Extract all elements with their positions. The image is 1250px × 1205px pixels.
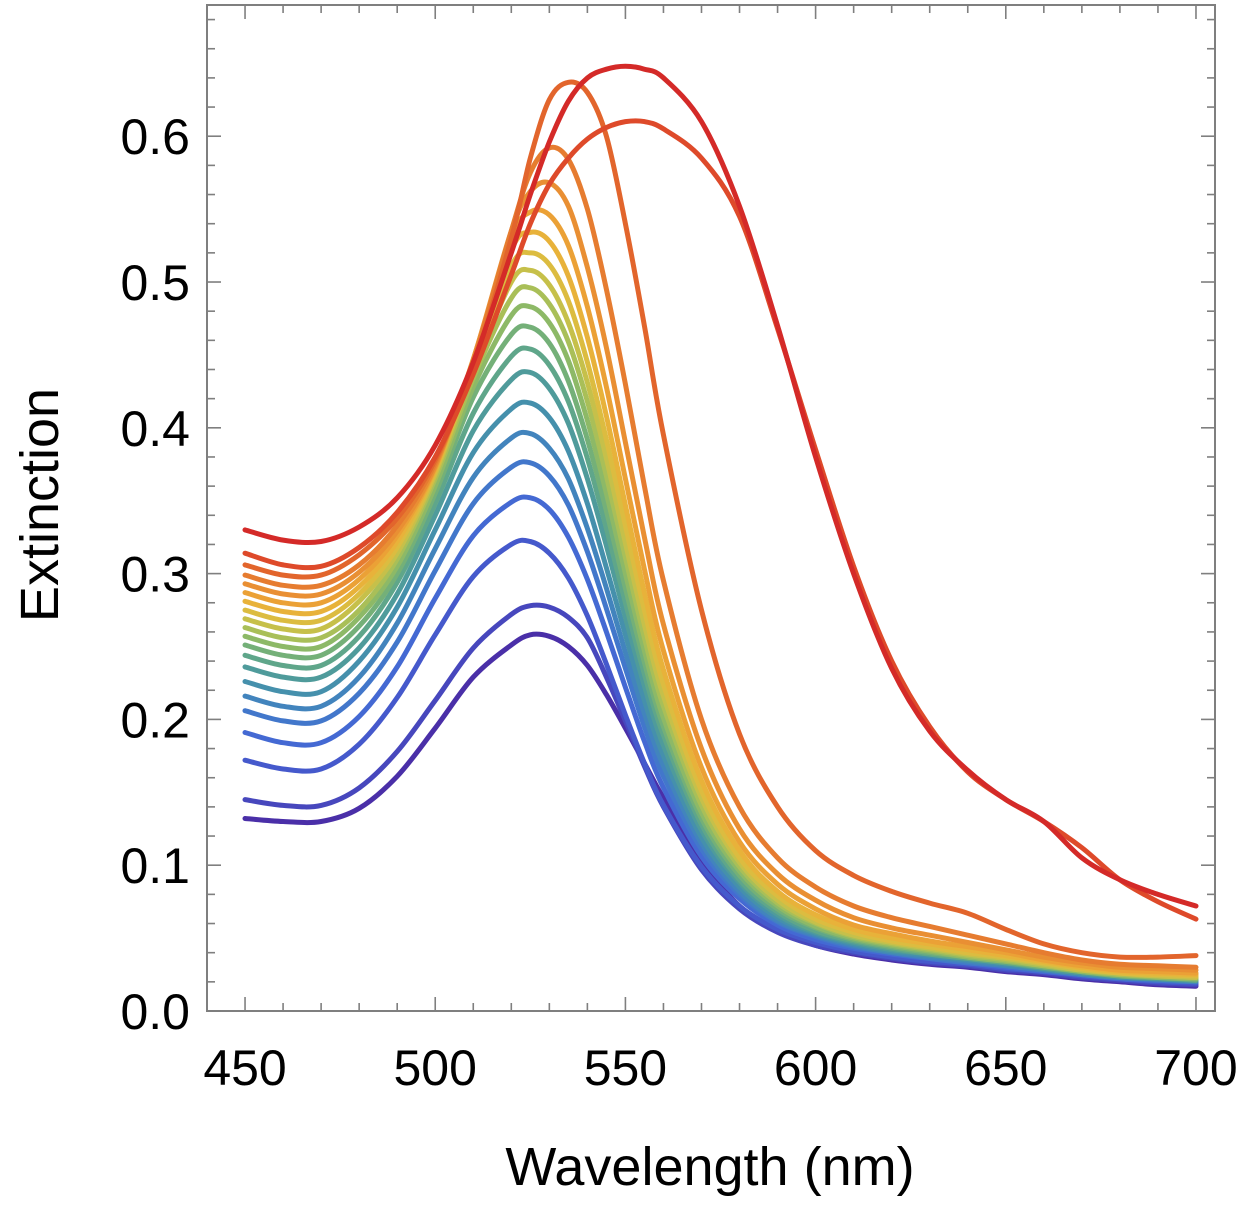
x-tick-label: 600 — [774, 1040, 857, 1096]
tick-labels: 450 500 550 600 650 700 0.0 0.1 0.2 0.3 0.4 0.5 0.6 — [120, 109, 1237, 1096]
y-tick-label: 0.2 — [120, 692, 190, 748]
series-layer — [242, 63, 1199, 989]
y-tick-label: 0.1 — [120, 838, 190, 894]
x-tick-label: 650 — [964, 1040, 1047, 1096]
y-tick-label: 0.6 — [120, 109, 190, 165]
x-axis-title: Wavelength (nm) — [505, 1137, 914, 1197]
plot-border — [206, 4, 1216, 1012]
x-tick-label: 550 — [584, 1040, 667, 1096]
plot-frame — [206, 4, 1216, 1012]
y-tick-label: 0.0 — [120, 984, 190, 1040]
x-tick-label: 500 — [394, 1040, 477, 1096]
y-axis-title: Extinction — [10, 388, 70, 622]
axis-ticks — [207, 5, 1215, 1012]
y-tick-label: 0.5 — [120, 255, 190, 311]
x-tick-label: 700 — [1154, 1040, 1237, 1096]
x-tick-label: 450 — [203, 1040, 286, 1096]
y-tick-label: 0.3 — [120, 547, 190, 603]
series-line-1 — [242, 63, 1199, 909]
y-tick-label: 0.4 — [120, 401, 190, 457]
series-line-2 — [242, 118, 1199, 922]
